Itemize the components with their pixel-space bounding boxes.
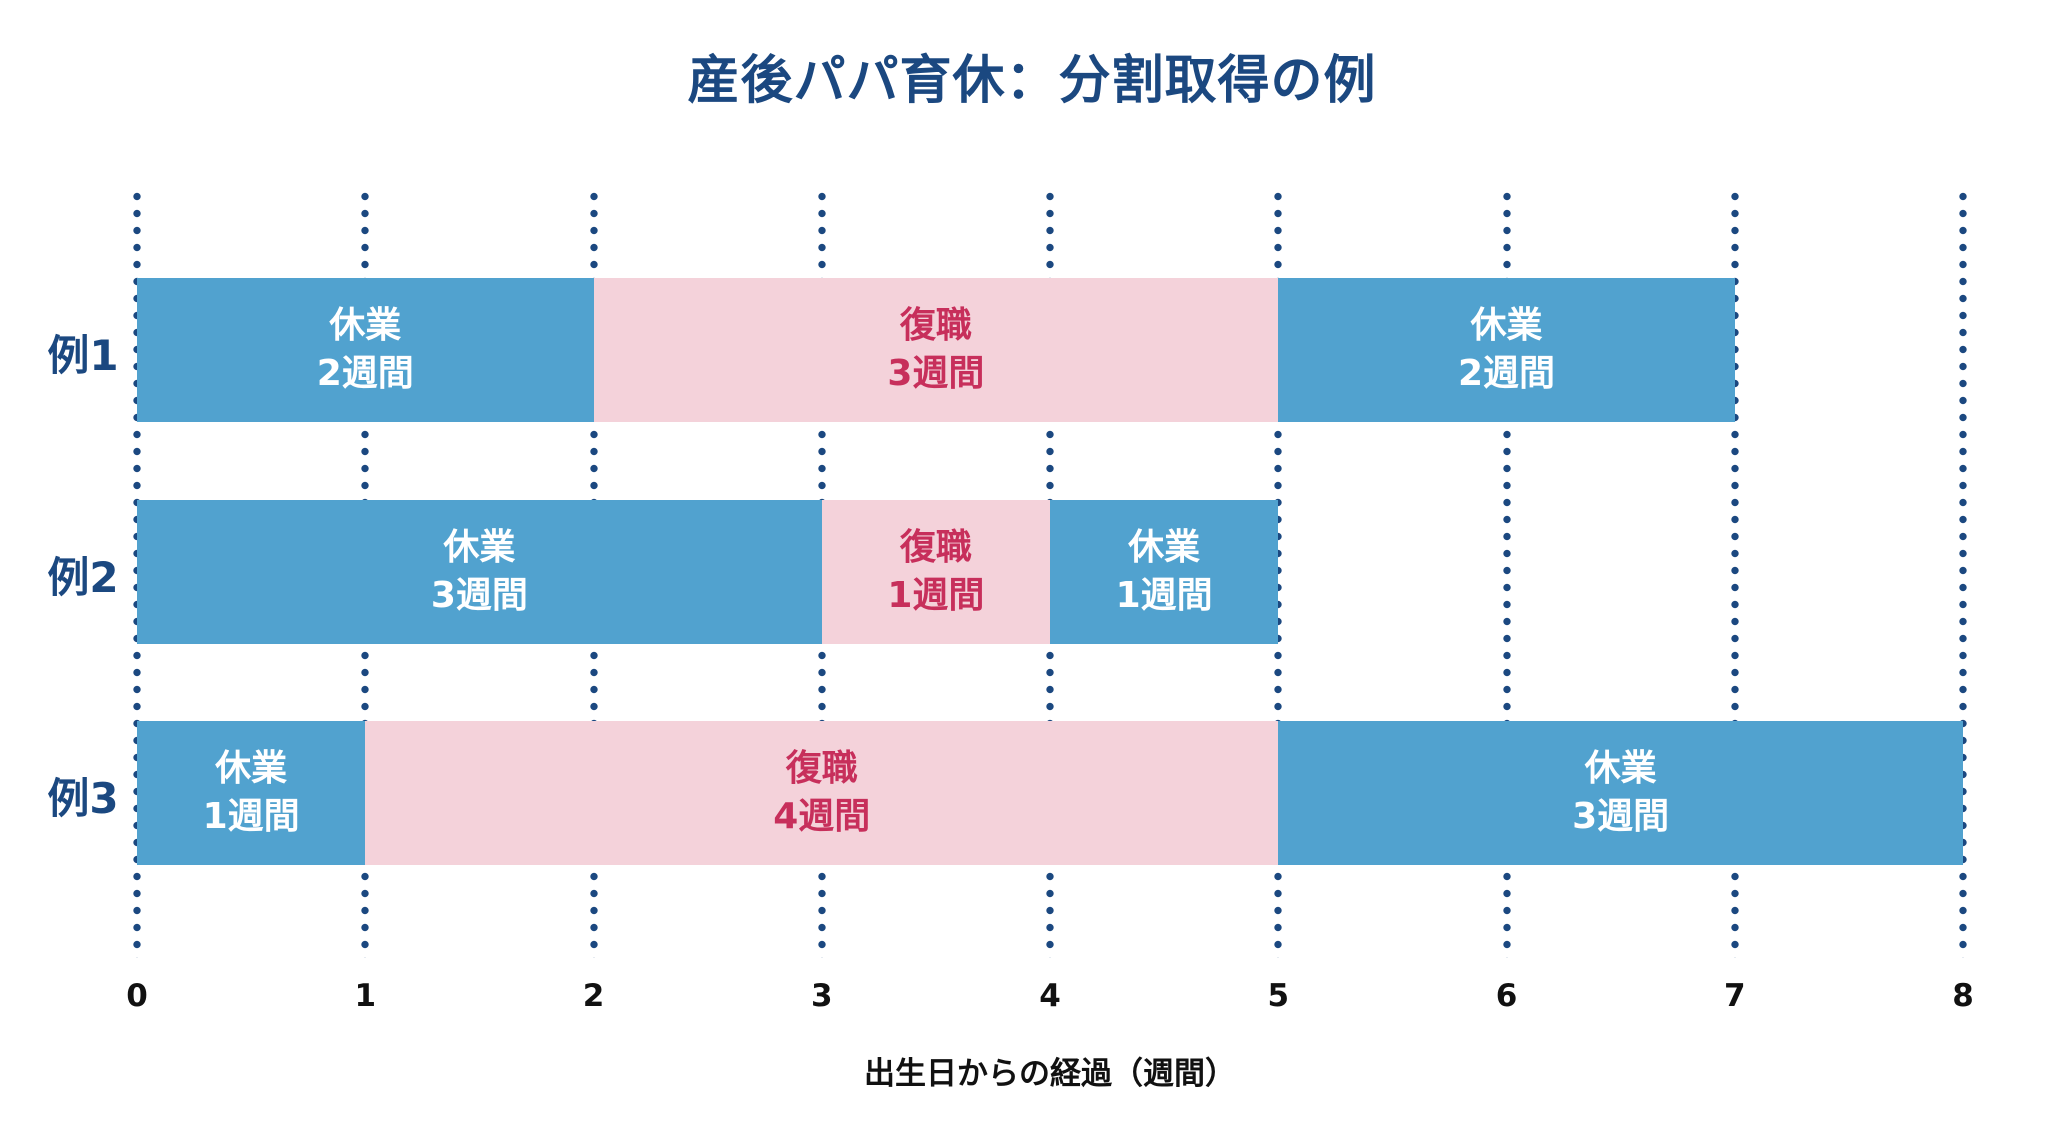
x-tick-label: 1 bbox=[354, 978, 377, 1014]
x-axis-label: 出生日からの経過（週間） bbox=[864, 1056, 1236, 1092]
segment-name: 休業 bbox=[1470, 305, 1543, 347]
bar-segment-leave: 休業 3週間 bbox=[1278, 721, 1963, 865]
row-label: 例3 bbox=[47, 774, 119, 823]
segment-name: 復職 bbox=[899, 305, 972, 347]
bar-segment-work: 復職 1週間 bbox=[821, 500, 1050, 644]
segment-duration: 3週間 bbox=[430, 575, 528, 616]
segment-duration: 4週間 bbox=[773, 796, 871, 837]
gridline-week-8 bbox=[1959, 188, 1967, 958]
segment-duration: 2週間 bbox=[316, 353, 414, 394]
row-label: 例1 bbox=[47, 331, 119, 380]
gridline-week-5 bbox=[1274, 188, 1283, 958]
segment-duration: 3週間 bbox=[1572, 796, 1670, 837]
x-tick-label: 4 bbox=[1039, 978, 1061, 1014]
x-tick-label: 2 bbox=[582, 978, 605, 1014]
row-label: 例2 bbox=[47, 553, 119, 602]
gridline-week-6 bbox=[1502, 188, 1511, 958]
x-tick-label: 3 bbox=[810, 978, 833, 1014]
segment-name: 休業 bbox=[1584, 748, 1657, 790]
chart-title: 産後パパ育休：分割取得の例 bbox=[687, 51, 1377, 111]
gridline-week-7 bbox=[1730, 188, 1739, 958]
segment-duration: 1週間 bbox=[1115, 575, 1213, 616]
bar-segment-work: 復職 3週間 bbox=[593, 278, 1279, 422]
segment-duration: 3週間 bbox=[887, 353, 985, 394]
segment-name: 休業 bbox=[443, 527, 516, 569]
x-tick-label: 5 bbox=[1267, 978, 1290, 1014]
bar-segment-leave: 休業 2週間 bbox=[1278, 278, 1735, 422]
bar-segment-leave: 休業 1週間 bbox=[1050, 500, 1279, 644]
x-tick-label: 0 bbox=[126, 978, 148, 1014]
x-tick-label: 6 bbox=[1495, 978, 1518, 1014]
segment-name: 復職 bbox=[899, 527, 972, 569]
x-tick-label: 8 bbox=[1952, 978, 1974, 1014]
bar-segment-leave: 休業 1週間 bbox=[137, 721, 366, 865]
segment-duration: 1週間 bbox=[202, 796, 300, 837]
bar-segment-work: 復職 4週間 bbox=[365, 721, 1279, 865]
segment-name: 休業 bbox=[215, 748, 288, 790]
x-tick-label: 7 bbox=[1723, 978, 1746, 1014]
bar-segment-leave: 休業 2週間 bbox=[137, 278, 594, 422]
segment-duration: 2週間 bbox=[1457, 353, 1556, 394]
bar-segment-leave: 休業 3週間 bbox=[137, 500, 822, 644]
segment-name: 休業 bbox=[329, 305, 402, 347]
segment-duration: 1週間 bbox=[887, 575, 985, 616]
segment-name: 復職 bbox=[785, 748, 858, 790]
segment-name: 休業 bbox=[1128, 527, 1201, 569]
